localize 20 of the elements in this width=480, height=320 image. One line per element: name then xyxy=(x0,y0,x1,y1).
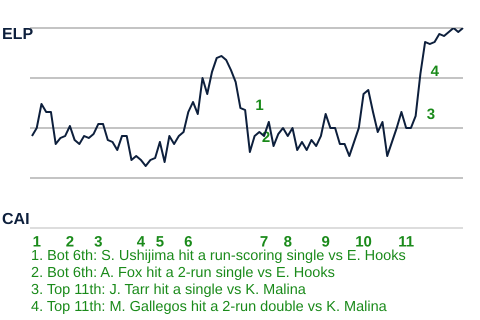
x-tick-label: 1 xyxy=(32,234,41,251)
x-tick-label: 4 xyxy=(136,234,146,251)
x-tick-label: 5 xyxy=(156,234,164,251)
x-tick-label: 2 xyxy=(66,234,74,251)
annotation: ELP xyxy=(2,26,34,43)
text: 3. Top 11th: J. Tarr hit a single vs K. Malina xyxy=(31,282,307,299)
text: 4. Top 11th: M. Gallegos hit a 2-run double vs K. Malina xyxy=(31,299,388,316)
x-tick-label: 10 xyxy=(355,234,372,251)
annotation: 4 xyxy=(430,63,440,80)
annotation: 1 xyxy=(255,97,264,114)
x-tick-label: 7 xyxy=(260,234,268,251)
x-tick-label: 8 xyxy=(284,234,292,251)
x-tick-label: 3 xyxy=(94,234,102,251)
x-tick-label: 11 xyxy=(398,234,414,251)
text: 1. Bot 6th: S. Ushijima hit a run-scoring single vs E. Hooks xyxy=(31,248,407,265)
x-tick-label: 9 xyxy=(321,234,330,251)
x-tick-label: 6 xyxy=(184,234,192,251)
text: CAI xyxy=(2,211,30,228)
text: 2. Bot 6th: A. Fox hit a 2-run single vs E. Hooks xyxy=(31,265,336,282)
annotation: 3 xyxy=(426,106,436,123)
